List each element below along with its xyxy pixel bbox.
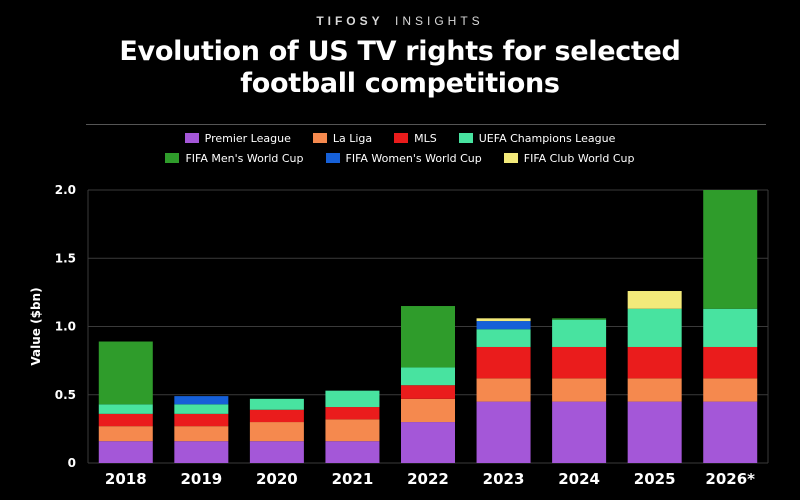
chart-legend: Premier League La Liga MLS UEFA Champions L…	[0, 128, 800, 168]
legend-label: MLS	[414, 131, 437, 145]
title-divider	[86, 124, 766, 125]
legend-swatch	[325, 153, 340, 163]
bar-segment	[476, 318, 531, 322]
bar-segment	[627, 308, 682, 347]
legend-swatch	[312, 133, 327, 143]
legend-item: UEFA Champions League	[458, 131, 616, 145]
bar-segment	[401, 367, 455, 386]
legend-item: Premier League	[184, 131, 291, 145]
bar-segment	[627, 291, 682, 309]
legend-label: UEFA Champions League	[478, 131, 616, 145]
y-tick-label: 1.0	[55, 320, 76, 334]
x-tick-label: 2018	[105, 470, 147, 488]
bar-segment	[552, 378, 607, 402]
brand-suffix: INSIGHTS	[395, 14, 484, 28]
bar-segment	[174, 404, 229, 414]
x-tick-label: 2021	[332, 470, 374, 488]
bar-segment	[552, 346, 607, 379]
bar-segment	[325, 390, 380, 408]
legend-item: FIFA Club World Cup	[503, 151, 635, 165]
x-tick-label: 2019	[180, 470, 222, 488]
bar-segment	[98, 341, 153, 405]
x-tick-label: 2026*	[705, 470, 755, 488]
chart-title: Evolution of US TV rights for selected f…	[0, 36, 800, 100]
bar-segment	[703, 190, 758, 309]
bar-segment	[627, 401, 682, 463]
legend-swatch	[503, 153, 518, 163]
legend-label: FIFA Women's World Cup	[345, 151, 482, 165]
legend-swatch	[394, 133, 409, 143]
bar-segment	[174, 396, 229, 405]
bar-segment	[174, 426, 229, 442]
bar-segment	[476, 321, 531, 330]
bar-segment	[98, 404, 153, 414]
bar-segment	[249, 409, 304, 423]
x-tick-label: 2024	[558, 470, 600, 488]
y-tick-label: 0	[68, 456, 76, 470]
bar-segment	[98, 426, 153, 442]
bar-segment	[627, 346, 682, 379]
bar-segment	[476, 346, 531, 379]
chart-title-line-1: Evolution of US TV rights for selected	[119, 36, 681, 67]
legend-swatch	[165, 153, 180, 163]
legend-item: La Liga	[312, 131, 373, 145]
legend-item: FIFA Men's World Cup	[165, 151, 304, 165]
bar-segment	[552, 401, 607, 463]
x-tick-label: 2023	[483, 470, 525, 488]
legend-label: Premier League	[204, 131, 291, 145]
legend-label: FIFA Men's World Cup	[185, 151, 304, 165]
y-tick-label: 0.5	[55, 388, 76, 402]
bar-segment	[98, 441, 153, 463]
legend-row: Premier League La Liga MLS UEFA Champions L…	[0, 128, 800, 148]
bar-segment	[174, 413, 229, 427]
bar-segment	[401, 422, 455, 463]
bar-segment	[476, 329, 531, 347]
bar-segment	[703, 346, 758, 379]
x-tick-label: 2022	[407, 470, 449, 488]
legend-item: FIFA Women's World Cup	[325, 151, 482, 165]
bar-segment	[703, 378, 758, 402]
legend-label: La Liga	[332, 131, 373, 145]
bar-segment	[703, 308, 758, 347]
legend-label: FIFA Club World Cup	[523, 151, 635, 165]
legend-item: MLS	[394, 132, 437, 145]
bar-segment	[325, 419, 380, 442]
x-tick-label: 2020	[256, 470, 298, 488]
legend-row: FIFA Men's World Cup FIFA Women's World C…	[0, 148, 800, 168]
legend-swatch	[184, 133, 199, 143]
bar-segment	[174, 441, 229, 463]
bar-segment	[627, 378, 682, 402]
bar-segment	[476, 378, 531, 402]
bar-segment	[325, 407, 380, 420]
brand-header: TIFOSY INSIGHTS	[0, 14, 800, 28]
bar-segment	[401, 398, 455, 423]
bar-segment	[703, 401, 758, 463]
brand-name: TIFOSY	[316, 14, 384, 28]
chart-title-line-2: football competitions	[240, 68, 560, 99]
bar-segment	[325, 441, 380, 463]
bar-segment	[552, 319, 607, 347]
y-tick-label: 2.0	[55, 183, 76, 197]
bar-segment	[401, 385, 455, 399]
y-tick-label: 1.5	[55, 251, 76, 265]
legend-swatch	[458, 133, 473, 143]
x-tick-label: 2025	[634, 470, 676, 488]
bar-segment	[476, 401, 531, 463]
bar-segment	[249, 422, 304, 442]
bar-segment	[249, 441, 304, 463]
bar-segment	[98, 413, 153, 427]
y-axis-label: Value ($bn)	[29, 287, 43, 365]
bar-segment	[552, 318, 607, 320]
bar-segment	[249, 398, 304, 410]
bar-segment	[401, 306, 455, 368]
